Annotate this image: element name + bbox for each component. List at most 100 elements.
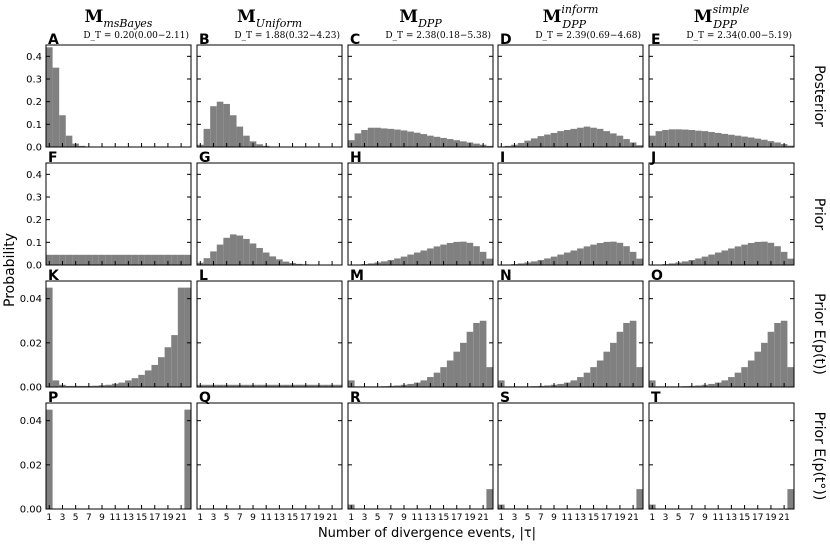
bar [530, 138, 538, 147]
panel-M: M [347, 268, 494, 388]
bar [570, 380, 578, 388]
bar [714, 252, 722, 265]
y-axis-label: Probability [2, 233, 18, 307]
panel-letter: L [199, 268, 208, 284]
bar [243, 135, 250, 147]
bar [583, 246, 591, 265]
bar [728, 134, 735, 147]
bar [544, 134, 551, 147]
x-tick-label: 11 [561, 513, 572, 523]
bar [440, 137, 447, 147]
panel-frame [45, 402, 192, 510]
y-tick-label: 0.2 [26, 97, 42, 108]
bar [65, 385, 73, 387]
bar [668, 129, 676, 147]
x-tick-label: 15 [739, 513, 750, 523]
x-tick-label: 7 [388, 513, 394, 523]
x-tick-label: 11 [712, 513, 723, 523]
bar [295, 263, 303, 265]
y-tick-label: 0.0 [26, 143, 42, 154]
bar [269, 256, 277, 265]
bar [171, 335, 178, 387]
panel-letter: I [500, 150, 505, 166]
bar [577, 377, 584, 387]
bar [616, 135, 624, 147]
bar [486, 367, 493, 387]
y-tick-label: 0.04 [20, 416, 42, 427]
bar [741, 136, 748, 147]
panel-grid: A 0.0 0.1 0.2 0.3 0.4 B C D E F 0.0 0.1 0.2 0.3 0.4 G H I J… [20, 32, 795, 523]
bar [367, 263, 375, 265]
bar [262, 252, 270, 265]
panel-letter: F [48, 150, 58, 166]
panel-K: K 0.00 0.02 0.04 [20, 268, 192, 394]
bar [728, 248, 735, 265]
bar [210, 106, 217, 147]
bar [563, 130, 571, 147]
panel-D: D [497, 32, 644, 148]
panel-letter: G [199, 150, 211, 166]
panel-frame [347, 44, 494, 148]
x-tick-label: 9 [551, 513, 557, 523]
bar [675, 129, 682, 147]
bar [583, 372, 591, 387]
bar [158, 254, 165, 265]
bar [322, 384, 329, 387]
bar [177, 287, 185, 388]
bar [184, 287, 191, 388]
bar [420, 134, 428, 147]
panel-N: N [497, 268, 644, 388]
panel-frame [347, 162, 494, 266]
bar [380, 261, 388, 265]
bar [256, 248, 263, 265]
bar [473, 322, 480, 387]
bar [229, 234, 237, 265]
bar [453, 351, 461, 387]
bar [440, 244, 447, 265]
panel-A: A 0.0 0.1 0.2 0.3 0.4 [26, 32, 192, 154]
bar [780, 251, 788, 265]
bar [741, 367, 748, 387]
bar [466, 242, 474, 265]
bar [223, 237, 230, 265]
x-axis-label: Number of divergence events, |τ| [318, 526, 536, 541]
row-labels: Posterior Prior Prior E(p(t)) Prior E(p(t°)… [811, 65, 827, 500]
column-title-4: Minform DPP [543, 3, 599, 31]
y-tick-label: 0.3 [26, 75, 42, 86]
x-tick-label: 19 [464, 513, 476, 523]
x-tick-label: 17 [300, 513, 311, 523]
panel-frame [196, 44, 343, 148]
panel-O: O [648, 268, 795, 388]
bar [636, 367, 643, 387]
x-tick-label: 19 [614, 513, 626, 523]
bar [229, 384, 237, 387]
panel-I: I [497, 150, 644, 266]
bar [216, 101, 224, 147]
x-tick-label: 9 [702, 513, 708, 523]
bar [78, 385, 86, 387]
x-tick-label: 7 [86, 513, 92, 523]
x-tick-label: 1 [348, 513, 354, 523]
bar [309, 384, 316, 387]
bar [361, 130, 368, 147]
bar [177, 254, 185, 265]
x-tick-label: 5 [375, 513, 381, 523]
panel-J: J [648, 150, 795, 266]
bar [590, 367, 597, 387]
bar [754, 138, 762, 147]
bar [479, 320, 487, 387]
y-tick-label: 0.02 [20, 338, 42, 349]
panel-frame [45, 44, 192, 148]
panel-frame [497, 402, 644, 510]
bar [65, 135, 73, 147]
x-tick-label: 19 [162, 513, 174, 523]
bar [616, 242, 624, 265]
bar [550, 256, 558, 265]
bar [98, 254, 106, 265]
bar [243, 238, 250, 265]
bar [517, 142, 525, 147]
bar [85, 254, 93, 265]
y-tick-label: 0.0 [26, 261, 42, 272]
bar [171, 254, 178, 265]
